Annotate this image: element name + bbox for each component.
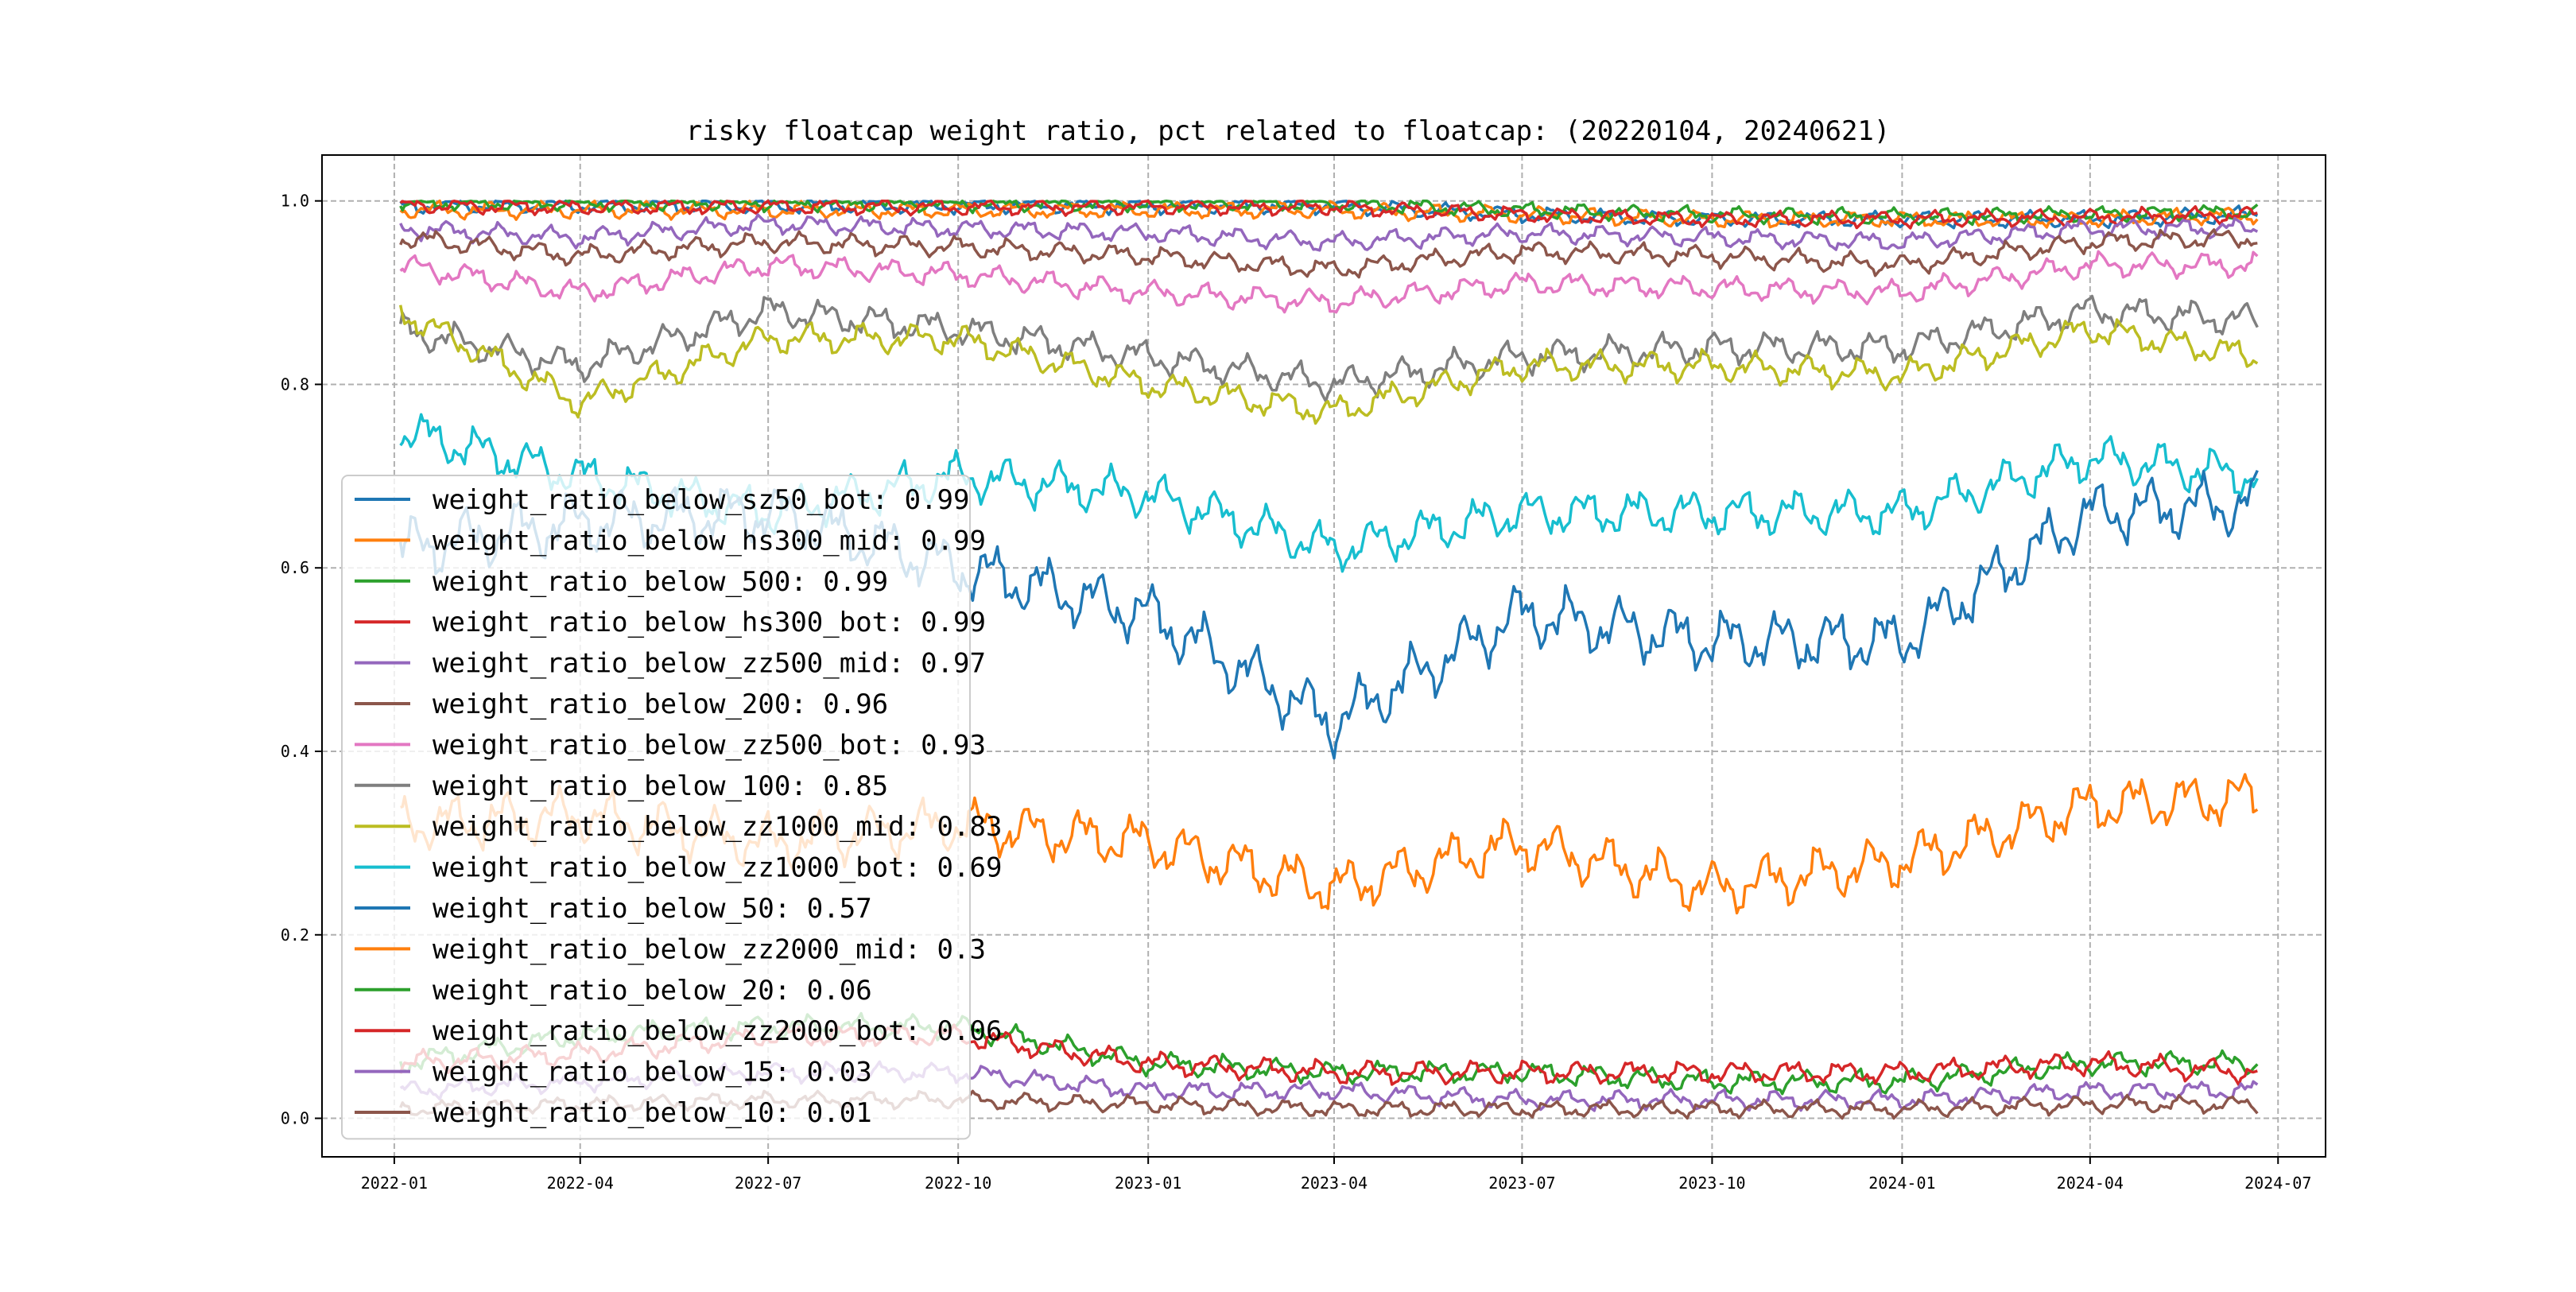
legend-entry: weight_ratio_below_500: 0.99: [433, 566, 888, 598]
legend-entry: weight_ratio_below_hs300_bot: 0.99: [433, 607, 986, 638]
x-tick-label: 2022-04: [547, 1174, 614, 1193]
x-tick-label: 2022-10: [925, 1174, 991, 1193]
series-line: [399, 250, 2259, 314]
series-line: [399, 228, 2258, 279]
x-tick-label: 2024-01: [1868, 1174, 1935, 1193]
legend-entry: weight_ratio_below_zz2000_bot: 0.06: [433, 1015, 1002, 1047]
legend-entry: weight_ratio_below_zz500_bot: 0.93: [433, 729, 986, 761]
legend-entry: weight_ratio_below_15: 0.03: [433, 1057, 872, 1088]
plot-frame: [321, 154, 2326, 1158]
legend-box: [341, 475, 971, 1140]
axis-ticks: 2022-01 2022-04 2022-07 2022-10 2023-01 2023-…: [281, 192, 2312, 1193]
y-tick-label: 1.0: [281, 192, 309, 211]
x-tick-label: 2024-07: [2244, 1174, 2311, 1193]
series-line: [399, 213, 2259, 252]
x-tick-label: 2022-07: [735, 1174, 801, 1193]
x-tick-label: 2024-04: [2057, 1174, 2124, 1193]
y-tick-label: 0.8: [281, 374, 309, 394]
x-tick-label: 2023-10: [1678, 1174, 1745, 1193]
x-tick-label: 2022-01: [361, 1174, 428, 1193]
y-tick-label: 0.4: [281, 742, 309, 761]
series-line: [398, 294, 2259, 403]
legend: weight_ratio_below_sz50_bot: 0.99 weight_…: [341, 475, 1002, 1140]
y-tick-label: 0.0: [281, 1109, 309, 1128]
chart-title: risky floatcap weight ratio, pct related…: [686, 115, 1891, 147]
legend-entry: weight_ratio_below_hs300_mid: 0.99: [433, 525, 986, 557]
legend-entry: weight_ratio_below_zz1000_mid: 0.83: [433, 811, 1002, 843]
legend-entry: weight_ratio_below_sz50_bot: 0.99: [433, 484, 970, 516]
legend-entry: weight_ratio_below_zz1000_bot: 0.69: [433, 852, 1002, 884]
y-tick-label: 0.2: [281, 925, 309, 945]
x-tick-label: 2023-04: [1301, 1174, 1368, 1193]
legend-entry: weight_ratio_below_10: 0.01: [433, 1097, 872, 1129]
legend-entry: weight_ratio_below_50: 0.57: [433, 893, 872, 925]
legend-entry: weight_ratio_below_zz2000_mid: 0.3: [433, 933, 986, 965]
legend-entry: weight_ratio_below_20: 0.06: [433, 975, 872, 1007]
x-tick-label: 2023-07: [1488, 1174, 1555, 1193]
legend-entry: weight_ratio_below_zz500_mid: 0.97: [433, 648, 986, 680]
series-line: [398, 305, 2259, 425]
series-line: [399, 199, 2258, 230]
legend-entry: weight_ratio_below_200: 0.96: [433, 689, 888, 720]
legend-entry: weight_ratio_below_100: 0.85: [433, 770, 888, 802]
x-tick-label: 2023-01: [1115, 1174, 1181, 1193]
y-tick-label: 0.6: [281, 558, 309, 577]
